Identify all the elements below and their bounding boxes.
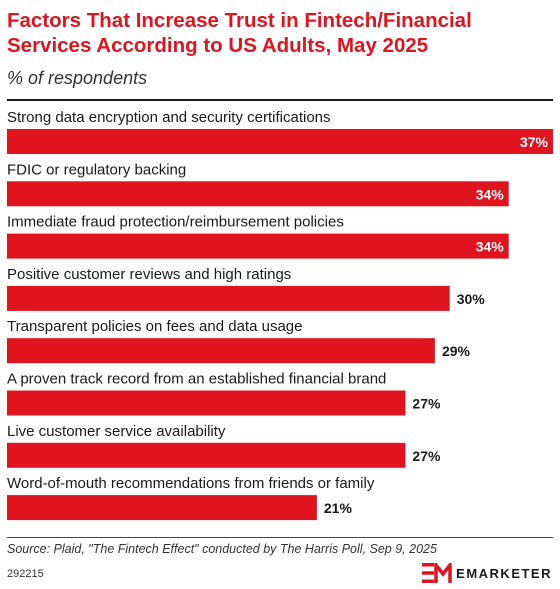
category-label: Strong data encryption and security cert… xyxy=(7,109,331,126)
bar-row: Positive customer reviews and high ratin… xyxy=(7,266,485,311)
top-rule xyxy=(7,99,553,101)
value-label: 37% xyxy=(520,134,549,150)
bar-row: A proven track record from an establishe… xyxy=(7,371,441,416)
chart-subtitle: % of respondents xyxy=(7,68,148,88)
bar xyxy=(7,129,553,154)
value-label: 27% xyxy=(412,448,441,464)
bar xyxy=(7,495,317,521)
category-label: Positive customer reviews and high ratin… xyxy=(7,266,291,283)
chart-title: Factors That Increase Trust in Fintech/F… xyxy=(7,9,472,57)
category-label: Live customer service availability xyxy=(7,423,226,440)
bar-chart: Strong data encryption and security cert… xyxy=(7,109,553,521)
category-label: Word-of-mouth recommendations from frien… xyxy=(7,475,375,492)
source-note: Source: Plaid, "The Fintech Effect" cond… xyxy=(7,542,437,556)
value-label: 34% xyxy=(476,186,505,202)
bottom-rule xyxy=(7,537,553,538)
category-label: A proven track record from an establishe… xyxy=(7,371,386,388)
bar xyxy=(7,442,406,468)
value-label: 21% xyxy=(324,500,353,516)
bar xyxy=(7,181,509,207)
bar-row: Live customer service availability 27% xyxy=(7,423,441,468)
bar xyxy=(7,233,509,259)
brand-name: EMARKETER xyxy=(456,565,552,581)
value-label: 29% xyxy=(442,343,471,359)
bar-row: FDIC or regulatory backing 34% xyxy=(7,161,509,207)
value-label: 27% xyxy=(412,396,441,412)
bar xyxy=(7,338,435,364)
brand: EMARKETER xyxy=(422,563,552,583)
value-label: 34% xyxy=(476,239,505,255)
category-label: Immediate fraud protection/reimbursement… xyxy=(7,214,344,231)
chart-id: 292215 xyxy=(7,568,44,580)
bar-row: Word-of-mouth recommendations from frien… xyxy=(7,475,375,521)
bar-row: Strong data encryption and security cert… xyxy=(7,109,553,154)
value-label: 30% xyxy=(457,291,486,307)
bar-row: Transparent policies on fees and data us… xyxy=(7,318,471,364)
category-label: FDIC or regulatory backing xyxy=(7,161,186,178)
bar xyxy=(7,390,406,416)
category-label: Transparent policies on fees and data us… xyxy=(7,318,302,335)
em-logo-icon xyxy=(422,563,452,583)
bar-row: Immediate fraud protection/reimbursement… xyxy=(7,214,509,259)
bar xyxy=(7,285,450,311)
